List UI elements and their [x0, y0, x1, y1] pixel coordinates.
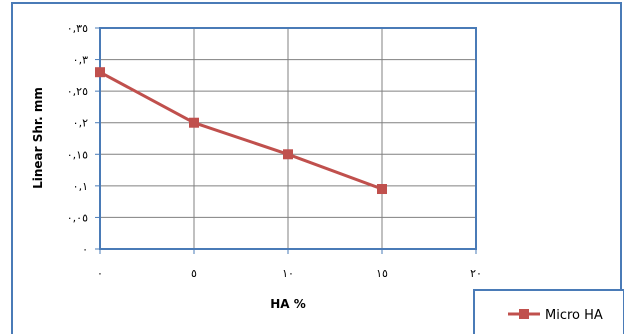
data-point-marker	[377, 184, 387, 195]
x-axis-tick-labels: ٠ ٥ ١٠ ١٥ ٢٠	[97, 267, 482, 280]
data-point-marker	[189, 117, 199, 128]
y-tick-label: ٠,٣	[73, 54, 88, 67]
y-tick-label: ٠,٢	[73, 117, 88, 130]
legend-box	[473, 289, 624, 334]
y-tick-label: ٠,٠٥	[67, 211, 88, 224]
x-tick-label: ٠	[97, 267, 103, 280]
series-micro-ha	[95, 67, 387, 195]
x-tick-label: ٢٠	[470, 267, 482, 280]
data-point-marker	[283, 149, 293, 160]
series-line	[99, 70, 383, 191]
y-tick-label: ٠,٢٥	[67, 85, 88, 98]
y-tick-label: ٠,١	[73, 180, 88, 193]
chart-outer-frame	[11, 2, 622, 334]
x-tick-label: ١٥	[376, 267, 388, 280]
legend-series-label: Micro HA	[545, 308, 603, 323]
y-tick-label: ٠	[82, 243, 88, 256]
plot-area-border	[99, 27, 477, 250]
y-tick-label: ٠,٣٥	[67, 22, 88, 35]
legend: Micro HA	[473, 289, 624, 334]
x-tick-label: ١٠	[282, 267, 294, 280]
x-tick-label: ٥	[191, 267, 197, 280]
data-point-marker	[95, 67, 105, 78]
y-tick-label: ٠,١٥	[67, 148, 88, 161]
legend-series-marker	[519, 309, 529, 319]
y-axis-tick-labels: ٠ ٠,٠٥ ٠,١ ٠,١٥ ٠,٢ ٠,٢٥ ٠,٣ ٠,٣٥	[67, 22, 88, 256]
y-axis-title: Linear Shr. mm	[31, 87, 45, 189]
x-axis-title: HA %	[270, 297, 306, 311]
